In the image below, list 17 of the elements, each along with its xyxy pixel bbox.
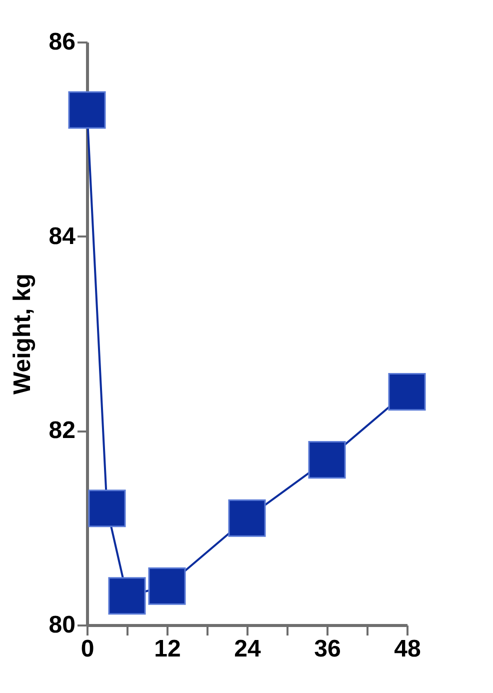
y-tick-label: 80 xyxy=(48,612,76,638)
point xyxy=(308,441,346,479)
point xyxy=(88,490,126,528)
x-tick-label: 0 xyxy=(80,636,94,662)
y-tick-label: 86 xyxy=(48,28,76,56)
y-axis-title: Weight, kg xyxy=(8,274,36,394)
point xyxy=(68,91,106,129)
x-tick-label: 48 xyxy=(394,636,421,662)
point xyxy=(108,577,146,615)
x-tick-label: 12 xyxy=(154,636,181,662)
y-tick-label: 84 xyxy=(48,222,76,250)
x-tick-label: 36 xyxy=(314,636,341,662)
y-tick-label: 82 xyxy=(48,417,76,444)
point xyxy=(148,567,186,605)
point xyxy=(228,499,266,537)
x-tick-label: 24 xyxy=(234,636,262,662)
point xyxy=(388,373,426,411)
